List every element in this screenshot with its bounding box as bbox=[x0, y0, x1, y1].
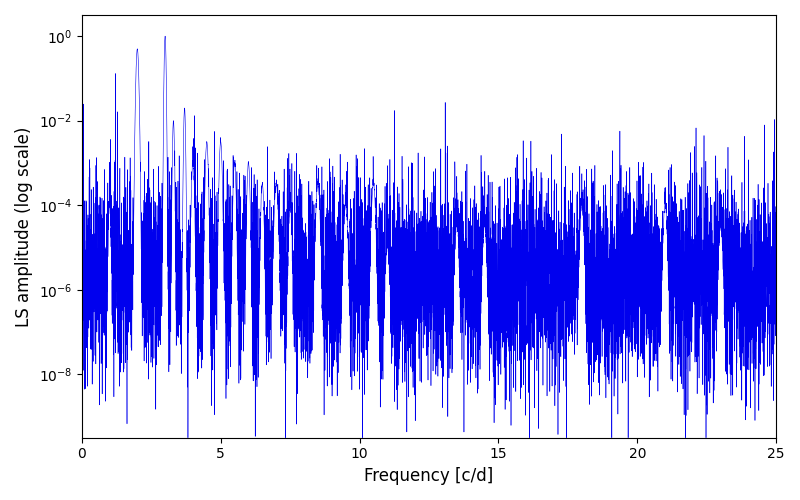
X-axis label: Frequency [c/d]: Frequency [c/d] bbox=[364, 467, 494, 485]
Y-axis label: LS amplitude (log scale): LS amplitude (log scale) bbox=[15, 126, 33, 326]
